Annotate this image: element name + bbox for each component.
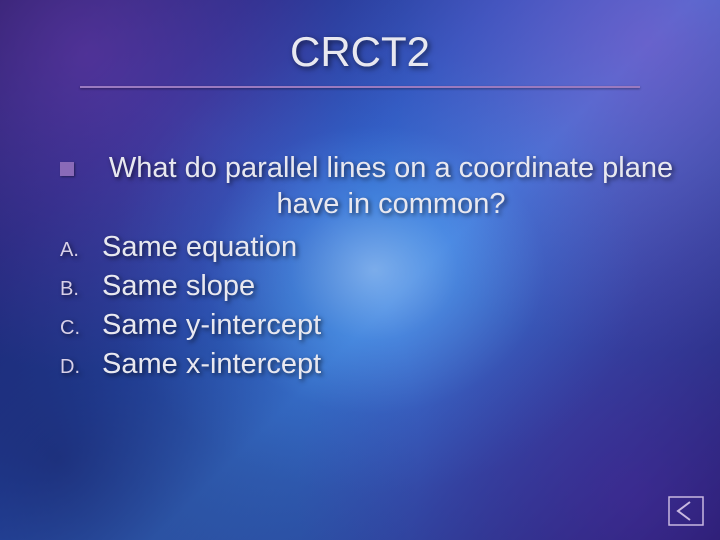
option-text: Same slope — [102, 268, 255, 305]
back-arrow-icon — [668, 496, 704, 526]
option-letter: A. — [60, 239, 102, 262]
option-c[interactable]: C. Same y-intercept — [60, 307, 680, 344]
option-text: Same y-intercept — [102, 307, 321, 344]
slide-content: What do parallel lines on a coordinate p… — [60, 150, 680, 383]
slide-title: CRCT2 — [0, 28, 720, 76]
question-text: What do parallel lines on a coordinate p… — [102, 150, 680, 223]
option-letter: C. — [60, 317, 102, 340]
option-b[interactable]: B. Same slope — [60, 268, 680, 305]
option-text: Same equation — [102, 229, 297, 266]
option-text: Same x-intercept — [102, 346, 321, 383]
option-a[interactable]: A. Same equation — [60, 229, 680, 266]
question-row: What do parallel lines on a coordinate p… — [60, 150, 680, 223]
option-letter: D. — [60, 356, 102, 379]
option-d[interactable]: D. Same x-intercept — [60, 346, 680, 383]
option-letter: B. — [60, 278, 102, 301]
bullet-icon — [60, 162, 74, 176]
title-underline — [80, 86, 640, 88]
back-button[interactable] — [668, 496, 704, 526]
